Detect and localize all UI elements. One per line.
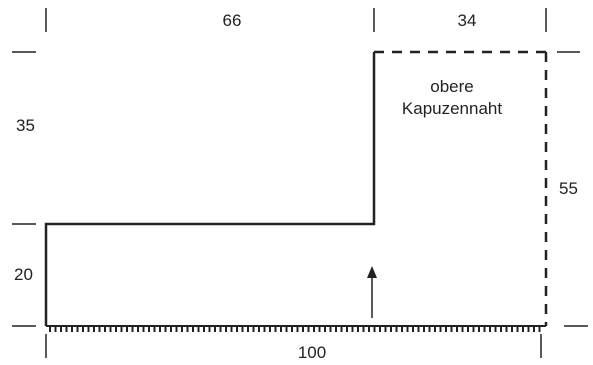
dimension-bottom: 100 — [297, 343, 327, 362]
seam-annotation: obere Kapuzennaht — [402, 76, 502, 120]
rib-pattern — [49, 326, 541, 332]
up-arrow-head — [367, 266, 377, 278]
annotation-line1: obere — [430, 77, 474, 96]
annotation-line2: Kapuzennaht — [401, 99, 503, 118]
pattern-outline — [44, 52, 376, 326]
dimension-right: 55 — [559, 179, 578, 198]
dimension-top-right: 34 — [457, 11, 477, 30]
dimension-top-left: 66 — [222, 11, 242, 30]
dimension-left-lower: 20 — [14, 265, 33, 284]
dimension-left-upper: 35 — [16, 116, 35, 135]
